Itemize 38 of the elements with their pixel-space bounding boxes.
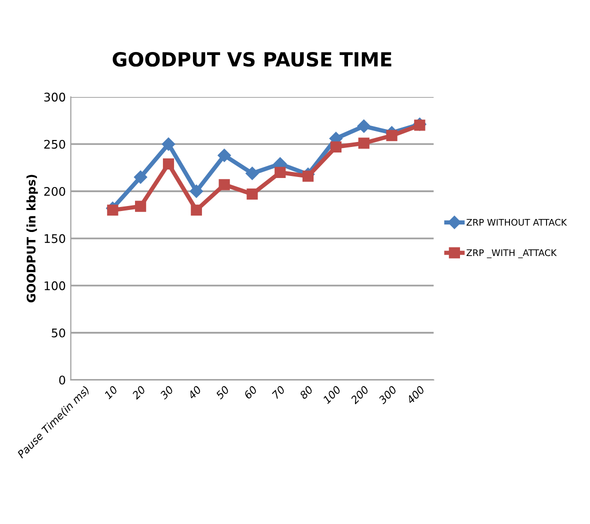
- x-tick-label: 70: [272, 385, 286, 400]
- point: [134, 170, 148, 184]
- y-tick-label: 100: [44, 281, 66, 290]
- x-tick-label: 40: [187, 385, 202, 400]
- x-tick-label: 400: [406, 385, 426, 404]
- y-axis-title: GOODPUT (in kbps): [26, 174, 38, 302]
- point: [386, 130, 398, 142]
- point: [107, 204, 118, 216]
- point: [358, 138, 370, 149]
- point: [414, 120, 426, 131]
- point: [162, 158, 174, 170]
- x-tick-label: 50: [215, 385, 230, 400]
- y-tick-label: 250: [44, 140, 66, 149]
- legend-label: ZRP WITHOUT ATTACK: [466, 218, 568, 226]
- point: [246, 188, 258, 200]
- y-tick-label: 0: [59, 376, 66, 385]
- x-tick-label: 20: [131, 385, 146, 400]
- chart-title: GOODPUT VS PAUSE TIME: [112, 52, 392, 67]
- point: [302, 170, 314, 182]
- point: [246, 166, 259, 180]
- point: [190, 204, 202, 216]
- point: [274, 166, 286, 178]
- point: [357, 120, 370, 133]
- x-tick-label: 60: [243, 385, 258, 400]
- point: [218, 179, 230, 190]
- y-tick-label: 50: [52, 328, 66, 338]
- y-tick-label: 200: [44, 186, 66, 196]
- point: [218, 148, 231, 162]
- point: [162, 138, 176, 151]
- point: [135, 200, 146, 212]
- y-tick-label: 300: [44, 92, 66, 102]
- x-tick-label: 80: [299, 385, 314, 400]
- point: [190, 184, 203, 198]
- x-tick-label: 30: [159, 385, 174, 400]
- legend-label: ZRP _WITH _ATTACK: [466, 249, 557, 258]
- point: [330, 141, 342, 152]
- y-tick-label: 150: [44, 234, 66, 244]
- x-tick-label: 10: [104, 385, 118, 400]
